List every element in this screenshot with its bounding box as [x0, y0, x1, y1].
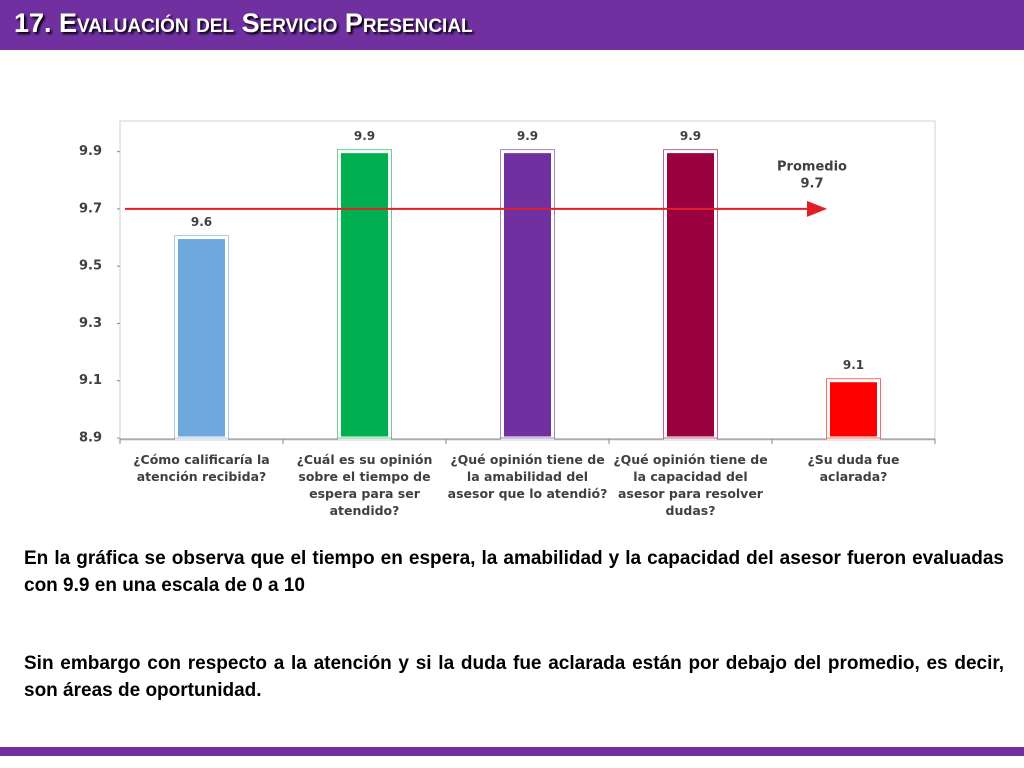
bar [501, 150, 554, 440]
x-tick-label: ¿Qué opinión tiene de la capacidad del a… [613, 452, 768, 518]
value-label: 9.1 [843, 358, 864, 372]
x-tick-label: ¿Su duda fue aclarada? [807, 452, 900, 484]
y-tick-label: 9.3 [79, 316, 102, 331]
header: 17. Evaluación del Servicio Presencial [0, 0, 1024, 50]
footer-bar [0, 747, 1024, 756]
average-label: Promedio [777, 160, 847, 175]
bar [338, 150, 391, 440]
title: 17. Evaluación del Servicio Presencial [14, 8, 473, 38]
bar-edge [663, 149, 718, 439]
y-tick-label: 9.9 [79, 144, 102, 159]
y-tick-label: 9.7 [79, 201, 102, 216]
y-tick-label: 9.5 [79, 259, 102, 274]
plot-area [119, 120, 936, 441]
bar [175, 236, 228, 440]
bar-edge [337, 149, 392, 439]
bar-edge [500, 149, 555, 439]
x-tick-label: ¿Cuál es su opinión sobre el tiempo de e… [296, 452, 433, 518]
y-tick-label: 9.1 [79, 373, 102, 388]
paragraph: Sin embargo con respecto a la atención y… [24, 653, 1004, 701]
value-label: 9.9 [354, 129, 375, 143]
x-tick-label: ¿Cómo calificaría la atención recibida? [133, 452, 270, 484]
bar-edge [826, 378, 881, 439]
average-value: 9.7 [800, 177, 823, 192]
paragraph: En la gráfica se observa que el tiempo e… [24, 548, 1004, 596]
x-tick-label: ¿Qué opinión tiene de la amabilidad del … [447, 452, 608, 501]
bar [827, 379, 880, 440]
value-label: 9.6 [191, 215, 212, 229]
value-label: 9.9 [517, 129, 538, 143]
value-label: 9.9 [680, 129, 701, 143]
y-tick-label: 8.9 [79, 431, 102, 446]
bar-edge [174, 235, 229, 439]
bar [664, 150, 717, 440]
